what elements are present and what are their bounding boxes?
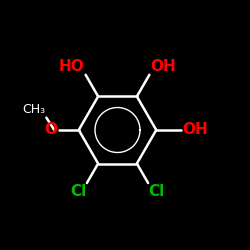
Text: CH₃: CH₃ bbox=[22, 104, 45, 117]
Text: OH: OH bbox=[150, 58, 176, 74]
Text: Cl: Cl bbox=[148, 184, 165, 199]
Text: Cl: Cl bbox=[70, 184, 86, 199]
Text: OH: OH bbox=[182, 122, 208, 138]
Text: HO: HO bbox=[58, 58, 84, 74]
Text: O: O bbox=[44, 122, 58, 138]
